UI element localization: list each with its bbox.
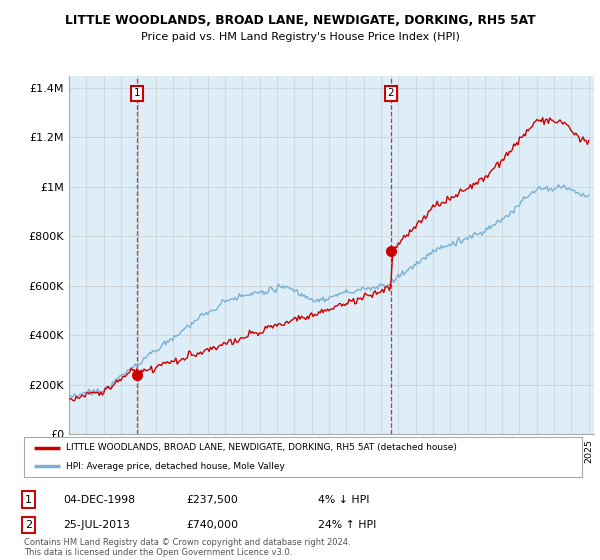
Text: Contains HM Land Registry data © Crown copyright and database right 2024.
This d: Contains HM Land Registry data © Crown c… — [24, 538, 350, 557]
Text: £740,000: £740,000 — [186, 520, 238, 530]
Text: 1: 1 — [25, 494, 32, 505]
Text: LITTLE WOODLANDS, BROAD LANE, NEWDIGATE, DORKING, RH5 5AT: LITTLE WOODLANDS, BROAD LANE, NEWDIGATE,… — [65, 14, 535, 27]
Text: LITTLE WOODLANDS, BROAD LANE, NEWDIGATE, DORKING, RH5 5AT (detached house): LITTLE WOODLANDS, BROAD LANE, NEWDIGATE,… — [66, 443, 457, 452]
Text: Price paid vs. HM Land Registry's House Price Index (HPI): Price paid vs. HM Land Registry's House … — [140, 32, 460, 43]
Text: 4% ↓ HPI: 4% ↓ HPI — [318, 494, 370, 505]
Text: 2: 2 — [25, 520, 32, 530]
Text: £237,500: £237,500 — [186, 494, 238, 505]
Text: 24% ↑ HPI: 24% ↑ HPI — [318, 520, 376, 530]
Text: 1: 1 — [134, 88, 140, 98]
Text: 2: 2 — [387, 88, 394, 98]
Text: 25-JUL-2013: 25-JUL-2013 — [63, 520, 130, 530]
Text: HPI: Average price, detached house, Mole Valley: HPI: Average price, detached house, Mole… — [66, 462, 285, 471]
Text: 04-DEC-1998: 04-DEC-1998 — [63, 494, 135, 505]
